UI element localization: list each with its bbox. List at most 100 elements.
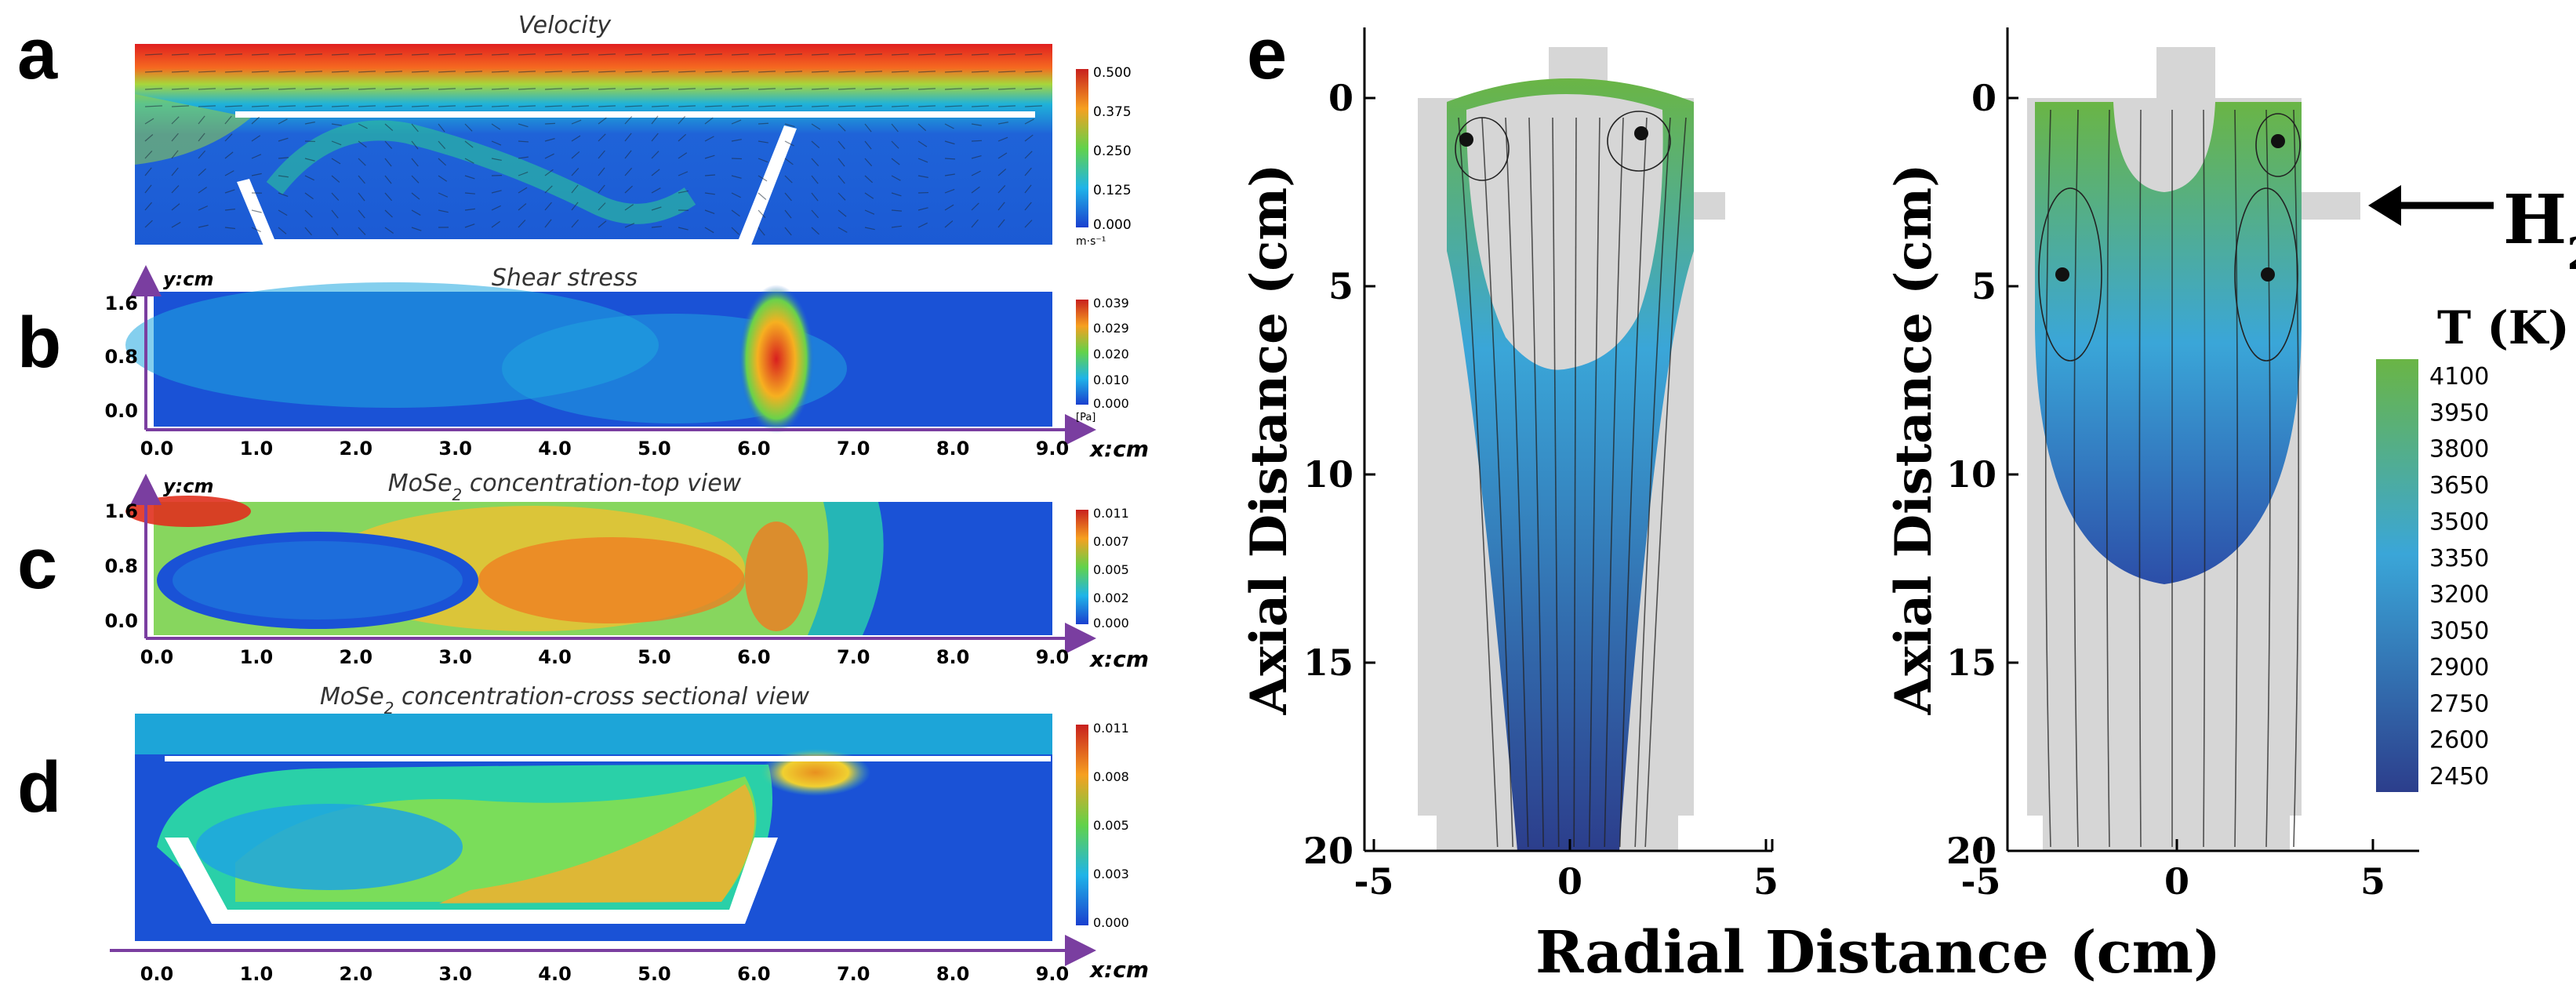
velocity-vector [1024,53,1043,56]
panel-b-x-tick-8: 8.0 [936,438,970,460]
velocity-vector [837,105,856,107]
velocity-vector [624,53,643,56]
velocity-vector [758,175,768,182]
velocity-vector [491,205,501,211]
temp-colorbar-tick-8: 2900 [2429,654,2489,681]
velocity-vector [651,71,670,73]
velocity-vector [411,158,419,167]
velocity-vector [704,136,714,142]
velocity-vector [784,105,803,107]
temp-colorbar-tick-9: 2750 [2429,690,2489,718]
velocity-vector [491,190,502,194]
velocity-vector [198,187,208,194]
velocity-vector [331,105,350,107]
velocity-vector [944,220,954,228]
velocity-vector [331,140,342,146]
velocity-vector [571,168,580,176]
velocity-vector [384,227,394,234]
velocity-vector [784,227,792,236]
velocity-vector [784,53,803,56]
velocity-vector [784,71,803,73]
velocity-vector [438,53,456,56]
panel-b-x-tick-7: 7.0 [837,438,870,460]
velocity-vector [198,105,216,107]
velocity-vector [1024,167,1032,176]
left-vortex-loop [1455,117,1510,181]
velocity-vector [464,123,473,132]
velocity-vector [891,71,910,73]
velocity-vector [704,174,716,176]
panel-d-x-tick-4: 4.0 [538,963,572,985]
velocity-vector [971,186,980,194]
velocity-vector [624,105,643,107]
velocity-vector [171,116,180,125]
velocity-vector [198,53,216,56]
right-cool-core [2113,102,2215,192]
velocity-vector [811,71,830,73]
velocity-vector [944,173,955,176]
velocity-vector [278,71,296,73]
left-vortex-loop [1607,111,1671,172]
velocity-vector [411,175,420,184]
velocity-vector [758,192,767,200]
velocity-vector [971,202,979,211]
velocity-vector [278,105,296,107]
velocity-vector [438,192,449,198]
velocity-vector [864,123,872,133]
velocity-vector [358,209,365,219]
velocity-vector [358,227,366,235]
velocity-vector [411,53,430,56]
velocity-vector [811,175,819,184]
velocity-vector [304,122,315,125]
left-x-tick-0: -5 [1353,860,1393,903]
panel-e-left-plot [1349,27,1788,852]
velocity-vector [864,209,875,215]
cross-section-top-layer [135,714,1052,754]
velocity-vector [358,158,366,166]
panel-b-cb-tick-4: 0.000 [1093,396,1129,411]
velocity-vector [544,138,555,142]
velocity-vector [811,192,819,202]
left-vortex-1 [1459,133,1473,147]
velocity-vector [358,105,376,107]
velocity-vector [758,105,776,107]
velocity-vector [917,71,936,73]
panel-a-colorbar [1076,69,1088,227]
velocity-vector [411,227,422,231]
panel-d-cb-tick-4: 0.000 [1093,915,1129,930]
velocity-vector [598,53,616,56]
velocity-vector [678,133,687,142]
velocity-vector [438,123,445,133]
right-streamline [2265,109,2271,848]
velocity-vector [571,53,590,56]
right-y-tick-0: 0 [1971,77,1996,119]
velocity-vector [784,192,792,202]
right-y-tick-4: 20 [1946,830,1996,872]
velocity-vector [384,53,403,56]
velocity-vector [997,71,1016,73]
velocity-vector [758,71,776,73]
panel-d-cb-tick-2: 0.005 [1093,818,1129,833]
velocity-vector [731,175,742,179]
velocity-vector [704,227,714,234]
velocity-vector [624,204,634,211]
panel-label-a: a [17,14,58,94]
velocity-vector [731,209,740,217]
velocity-vector [837,209,847,217]
velocity-vector [144,202,152,211]
velocity-vector [358,71,376,73]
left-y-tick-2: 10 [1303,453,1353,496]
left-x-tick-2: 5 [1753,860,1778,903]
velocity-vector [837,158,845,167]
top-view-cold-pocket-edge [173,541,463,620]
panel-c-x-tick-5: 5.0 [638,646,671,668]
velocity-vector [917,175,928,178]
temp-colorbar-tick-2: 3800 [2429,436,2489,463]
velocity-vector [624,167,633,176]
velocity-vector [224,115,232,125]
velocity-vector [544,122,556,125]
velocity-vector [304,105,323,107]
velocity-vector [411,140,419,150]
velocity-vector [251,173,262,176]
inlet-label: H2 [2503,180,2576,280]
